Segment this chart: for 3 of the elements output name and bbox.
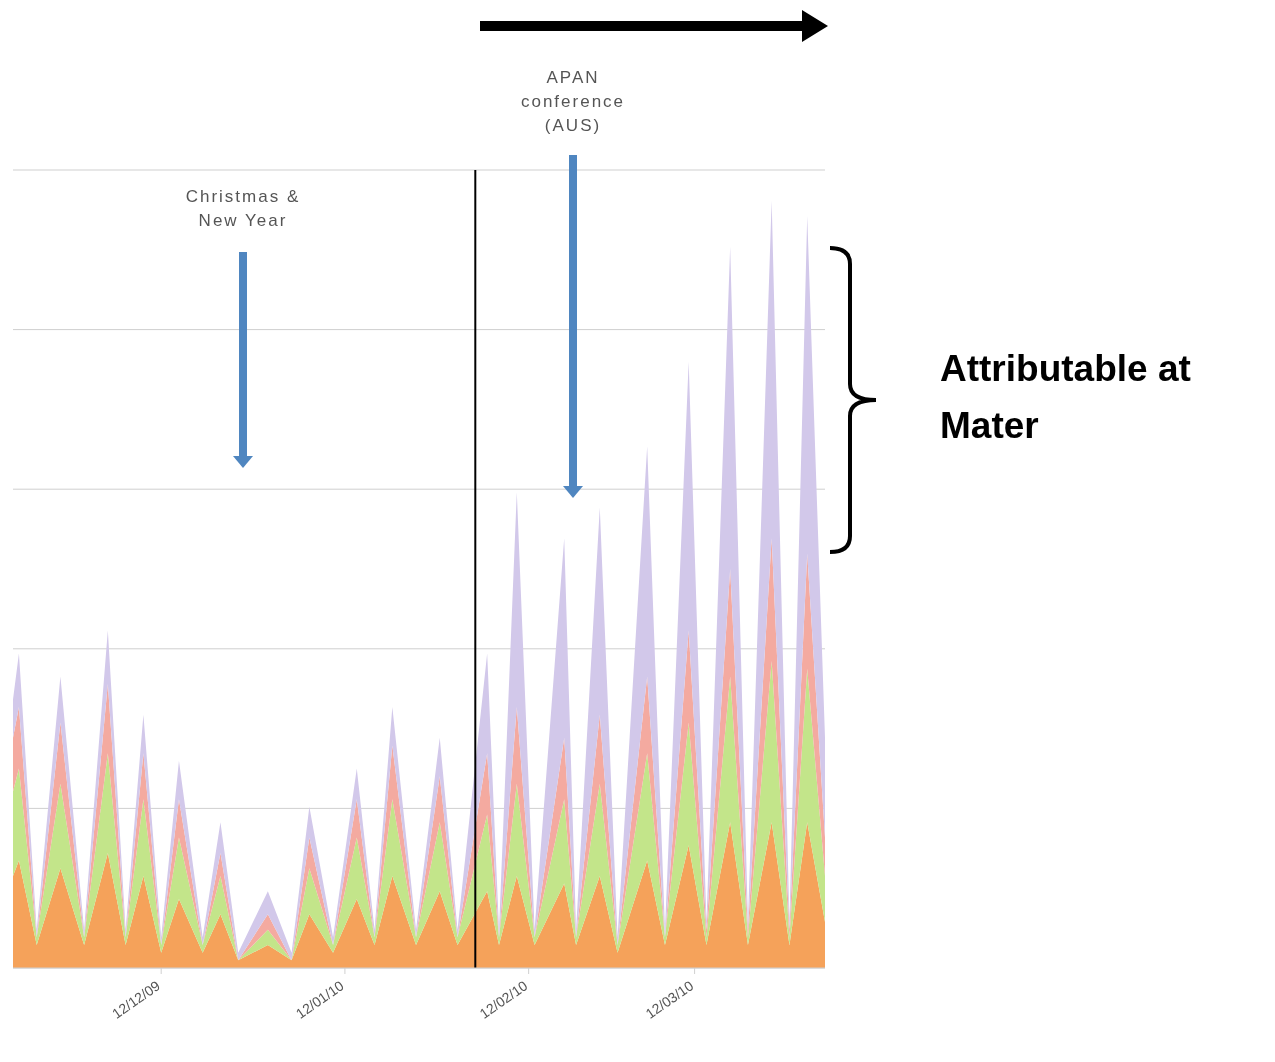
text: APAN conference (AUS) bbox=[519, 67, 627, 137]
text: Attributable at Mater bbox=[940, 347, 1192, 448]
annotation: Christmas & New Year bbox=[184, 186, 302, 232]
